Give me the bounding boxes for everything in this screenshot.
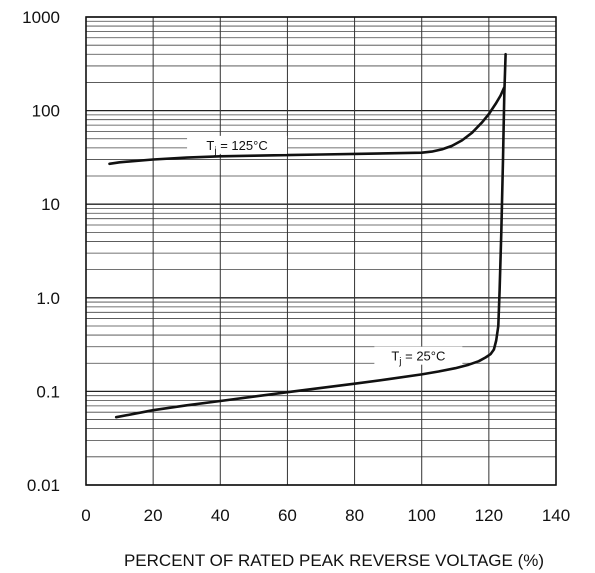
y-tick-label: 10 — [41, 195, 60, 214]
curve-label: Tj = 125°C — [206, 138, 267, 157]
x-tick-label: 80 — [345, 506, 364, 525]
y-tick-label: 0.1 — [36, 382, 60, 401]
y-tick-label: 1.0 — [36, 289, 60, 308]
plot-frame — [85, 16, 557, 486]
curve-label: Tj = 25°C — [391, 349, 445, 368]
x-tick-label: 20 — [144, 506, 163, 525]
curve-label-background — [187, 135, 288, 154]
series-line — [114, 52, 507, 419]
x-tick-label: 140 — [542, 506, 570, 525]
x-tick-label: 40 — [211, 506, 230, 525]
y-tick-label: 100 — [32, 102, 60, 121]
x-tick-label: 60 — [278, 506, 297, 525]
x-tick-label: 120 — [475, 506, 503, 525]
curve-label-background — [374, 346, 463, 365]
series-line — [108, 86, 506, 166]
plot-area — [86, 17, 556, 485]
x-tick-label: 0 — [81, 506, 90, 525]
y-tick-label: 1000 — [22, 8, 60, 27]
y-tick-label: 0.01 — [27, 476, 60, 495]
x-axis-title: PERCENT OF RATED PEAK REVERSE VOLTAGE (%… — [124, 551, 544, 570]
x-tick-label: 100 — [408, 506, 436, 525]
